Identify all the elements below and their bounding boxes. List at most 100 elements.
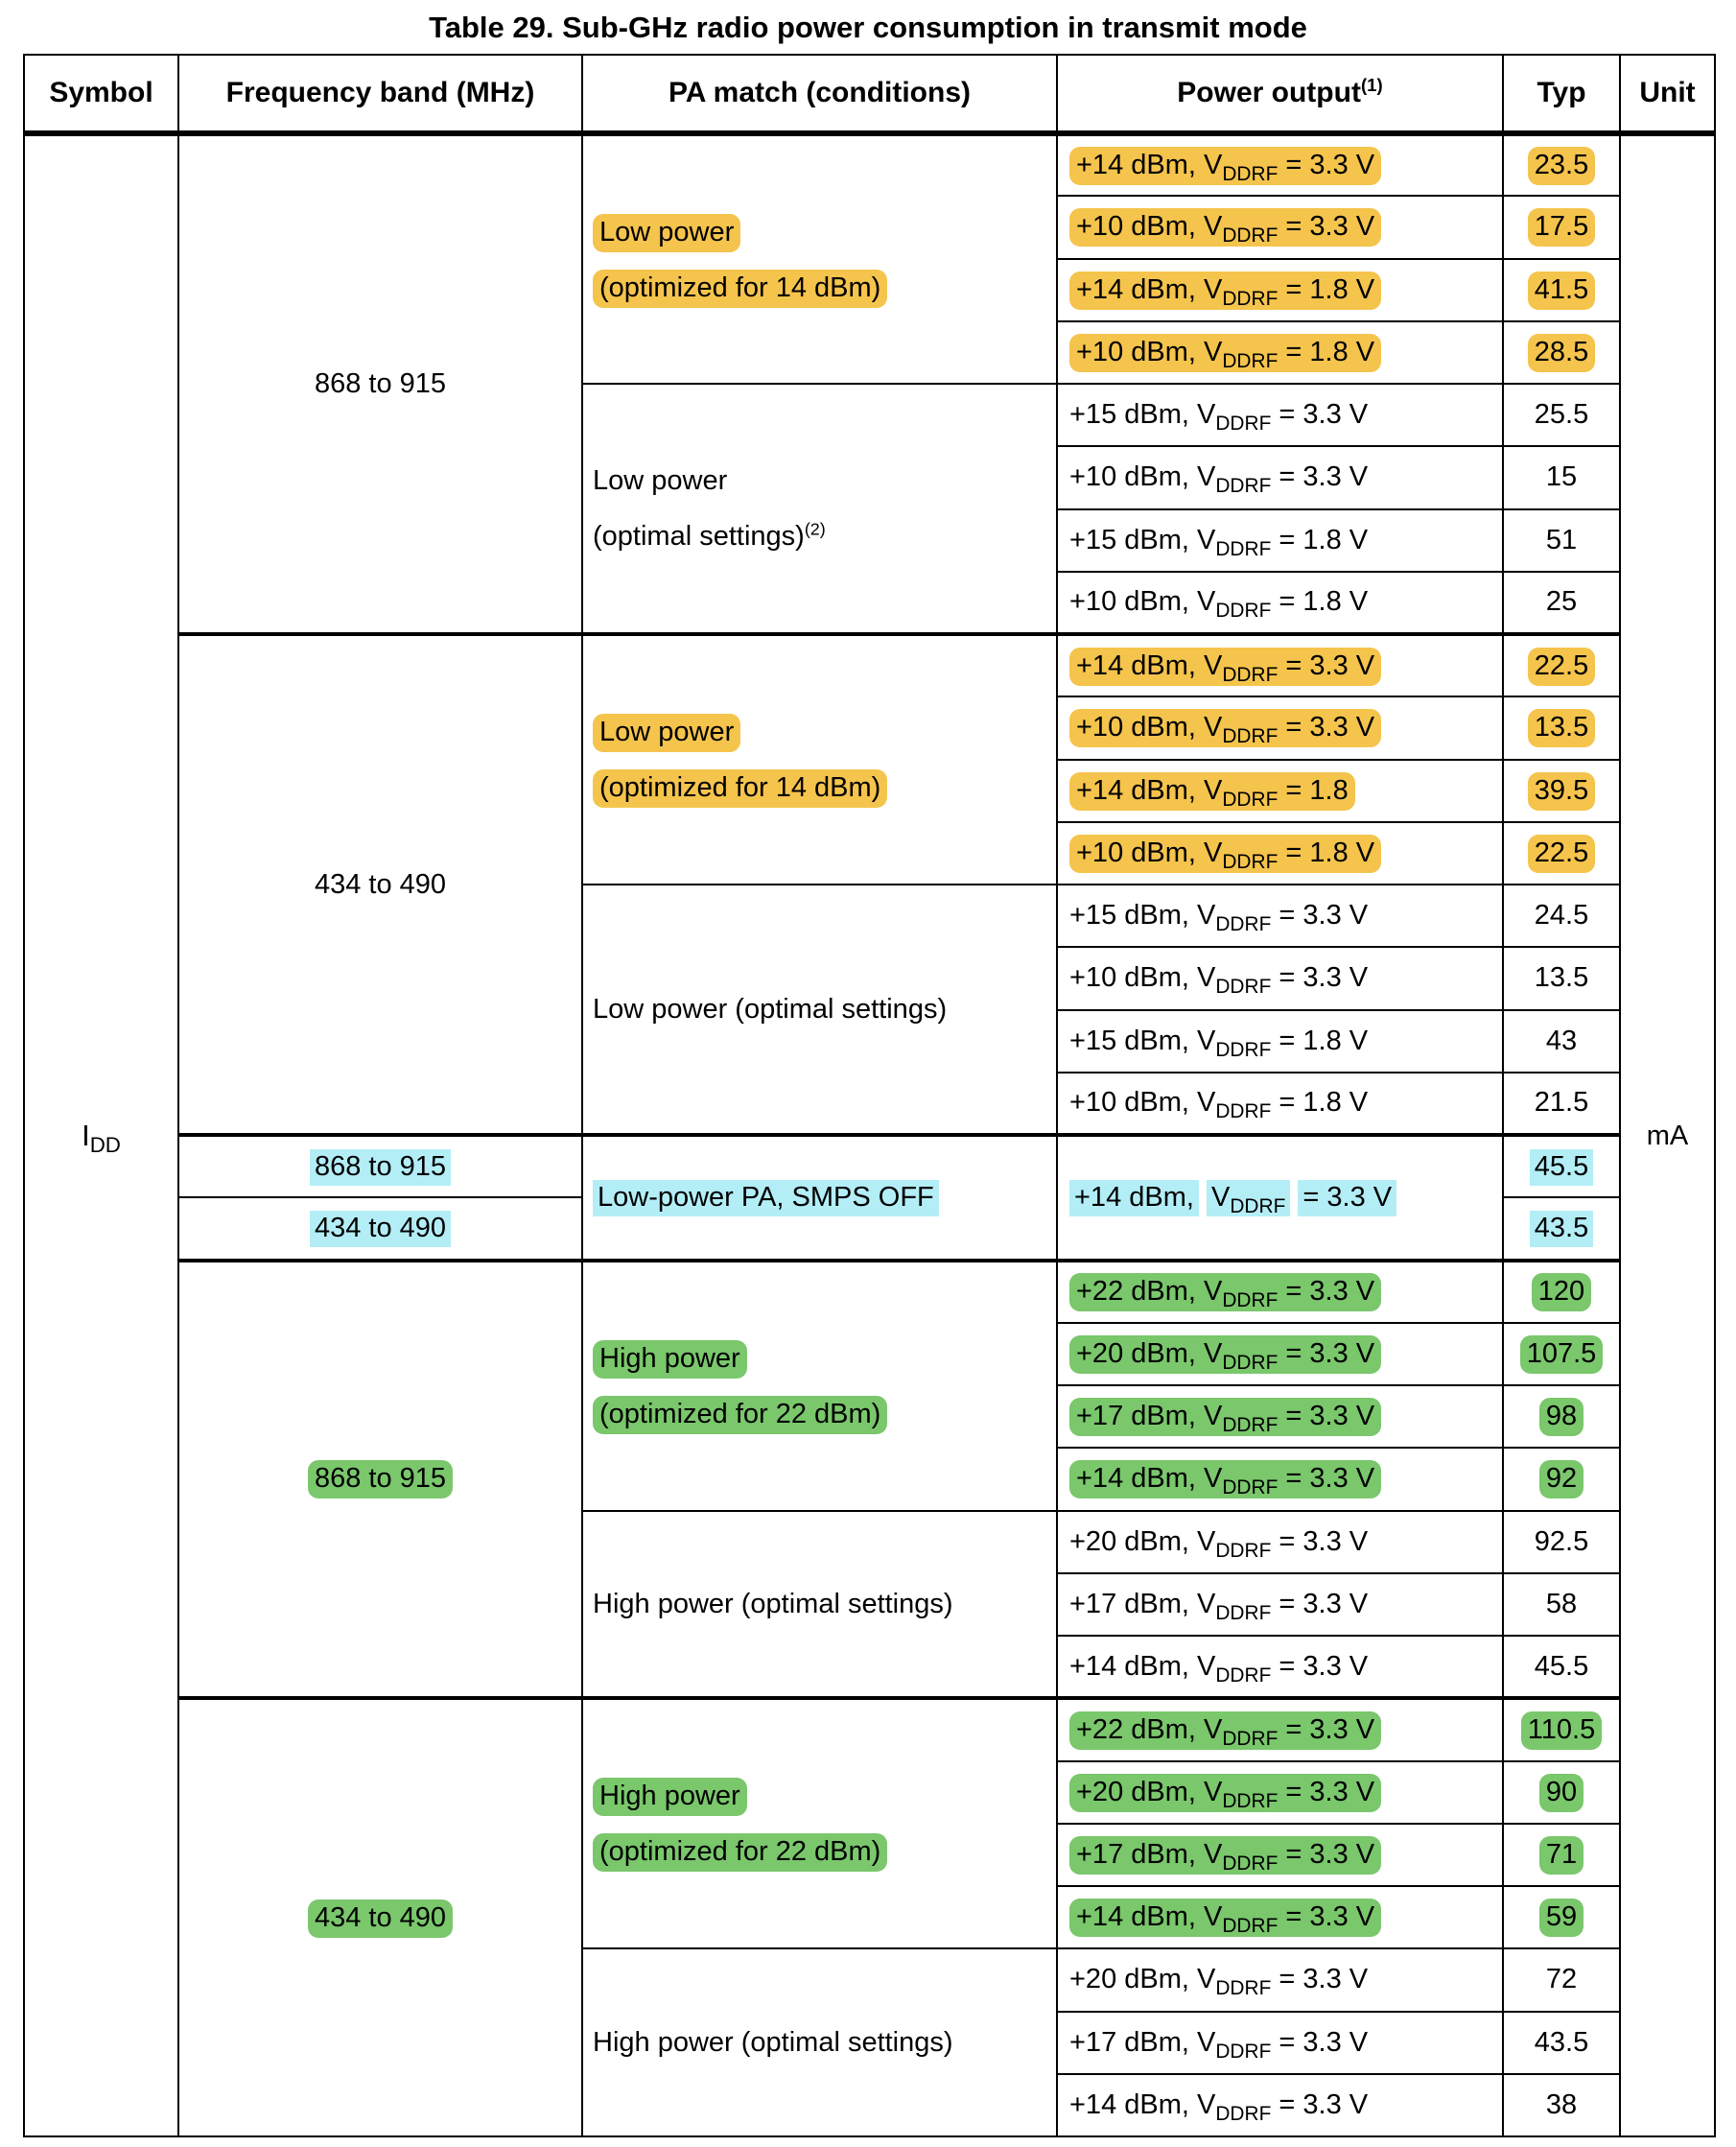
table-row: +14 dBm, VDDRF = 1.8 39.5	[24, 758, 1715, 823]
typ-value: 71	[1538, 1835, 1584, 1875]
power-output-cell: +17 dBm, VDDRF = 3.3 V	[1056, 1822, 1504, 1888]
power-output-cell: +14 dBm, VDDRF = 1.8	[1056, 758, 1504, 823]
typ-value-cell: 92	[1502, 1447, 1621, 1512]
typ-value: 45.5	[1534, 1650, 1589, 1682]
power-output-text: +20 dBm, VDDRF = 3.3 V	[1069, 1525, 1369, 1562]
typ-value-cell: 25	[1502, 570, 1621, 636]
power-output-cell: +17 dBm, VDDRF = 3.3 V	[1056, 1571, 1504, 1638]
table-row: +14 dBm, VDDRF = 3.3 V 59	[24, 1884, 1715, 1950]
typ-value-cell: 45.5	[1502, 1634, 1621, 1700]
power-output-text: +14 dBm, VDDRF = 3.3 V	[1069, 647, 1382, 686]
power-output-text: +14 dBm, VDDRF = 1.8	[1069, 771, 1355, 811]
power-output-cell: +14 dBm, VDDRF = 3.3 V	[1056, 131, 1504, 198]
pa-match-text: High power (optimal settings)	[593, 2027, 953, 2059]
table-row: 434 to 490 Low power (optimized for 14 dBm…	[24, 631, 1715, 1136]
table-row: High power (optimal settings) +20 dBm, VD…	[24, 1947, 1715, 2137]
typ-value-cell: 39.5	[1502, 758, 1621, 823]
power-output-text: +10 dBm, VDDRF = 1.8 V	[1069, 834, 1382, 873]
power-output-text: +20 dBm, VDDRF = 3.3 V	[1069, 1334, 1382, 1374]
typ-value: 45.5	[1529, 1148, 1594, 1186]
table-row: +10 dBm, VDDRF = 3.3 V 17.5	[24, 195, 1715, 260]
power-output-cell: +20 dBm, VDDRF = 3.3 V	[1056, 1509, 1504, 1574]
typ-value: 43.5	[1529, 1210, 1594, 1247]
table-row: +10 dBm, VDDRF = 1.8 V 22.5	[24, 820, 1715, 886]
typ-value: 22.5	[1527, 647, 1596, 686]
power-output-cell: +14 dBm, VDDRF = 1.8 V	[1056, 257, 1504, 322]
power-output-cell: +15 dBm, VDDRF = 3.3 V	[1056, 382, 1504, 448]
typ-value-cell: 107.5	[1502, 1321, 1621, 1387]
pa-match-text: High power (optimal settings)	[593, 1588, 953, 1619]
typ-value: 98	[1538, 1398, 1584, 1437]
frequency-band-cell: 434 to 490	[177, 1696, 583, 2137]
power-consumption-table: Symbol Frequency band (MHz) PA match (co…	[23, 54, 1716, 2138]
typ-value-cell: 43.5	[1502, 2010, 1621, 2075]
pa-match-line: Low power	[593, 453, 1048, 508]
power-output-text: +15 dBm, VDDRF = 3.3 V	[1069, 900, 1369, 935]
typ-value: 17.5	[1527, 208, 1596, 248]
power-output-text: +20 dBm, VDDRF = 3.3 V	[1069, 1773, 1382, 1812]
table-row: Low power (optimal settings) +15 dBm, VDD…	[24, 883, 1715, 1136]
power-output-text: +15 dBm, VDDRF = 1.8 V	[1069, 1025, 1369, 1061]
table-body: IDD 868 to 915 Low power (optimized for 14 …	[23, 131, 1716, 2138]
power-output-text: +17 dBm, VDDRF = 3.3 V	[1069, 1398, 1382, 1437]
typ-value: 107.5	[1519, 1334, 1604, 1374]
pa-match-line: (optimized for 22 dBm)	[593, 1824, 1048, 1879]
power-output-cell: +15 dBm, VDDRF = 1.8 V	[1056, 507, 1504, 573]
power-output-cell: +14 dBm, VDDRF = 3.3 V	[1056, 1447, 1504, 1512]
power-output-text: +14 dBm, VDDRF = 3.3 V	[1069, 1899, 1382, 1938]
power-output-text: +10 dBm, VDDRF = 1.8 V	[1069, 333, 1382, 372]
pa-match-text: Low power	[593, 465, 728, 496]
frequency-band-cell: 434 to 490	[177, 632, 583, 1136]
typ-value: 120	[1531, 1273, 1592, 1312]
col-header-symbol: Symbol	[23, 54, 179, 136]
pa-match-cell: High power (optimized for 22 dBm)	[581, 1258, 1058, 1512]
pa-match-line: (optimal settings)(2)	[593, 519, 826, 552]
power-output-text: +14 dBm, VDDRF = 3.3 V	[1069, 1460, 1382, 1499]
power-output-text: = 3.3 V	[1298, 1179, 1397, 1216]
typ-value: 25	[1545, 586, 1578, 618]
frequency-band-value: 868 to 915	[314, 368, 447, 399]
typ-value: 72	[1545, 1964, 1578, 1995]
power-output-cell: +10 dBm, VDDRF = 3.3 V	[1056, 946, 1504, 1011]
power-output-cell: +15 dBm, VDDRF = 3.3 V	[1056, 883, 1504, 949]
power-output-cell: +10 dBm, VDDRF = 3.3 V	[1056, 696, 1504, 761]
pa-match-text: High power	[593, 1778, 747, 1817]
power-output-cell: +17 dBm, VDDRF = 3.3 V	[1056, 1383, 1504, 1450]
typ-value-cell: 45.5	[1502, 1132, 1621, 1199]
power-output-cell: +22 dBm, VDDRF = 3.3 V	[1056, 1696, 1504, 1762]
pa-match-cell: Low power (optimized for 14 dBm)	[581, 132, 1058, 385]
typ-value-cell: 120	[1502, 1258, 1621, 1324]
typ-value-cell: 15	[1502, 445, 1621, 510]
typ-value: 22.5	[1527, 834, 1596, 873]
pa-match-cell: Low power (optimized for 14 dBm)	[581, 632, 1058, 885]
power-output-text: +15 dBm, VDDRF = 1.8 V	[1069, 524, 1369, 560]
power-output-cell: +17 dBm, VDDRF = 3.3 V	[1056, 2010, 1504, 2075]
typ-value-cell: 22.5	[1502, 631, 1621, 698]
power-output-cell: +14 dBm, VDDRF = 3.3 V	[1056, 1133, 1504, 1262]
typ-value: 43	[1545, 1025, 1578, 1056]
table-row: +17 dBm, VDDRF = 3.3 V 71	[24, 1822, 1715, 1888]
power-output-text: +14 dBm, VDDRF = 3.3 V	[1069, 147, 1382, 186]
pa-match-cell: Low power (optimal settings)(2)	[581, 383, 1058, 635]
table-row: +14 dBm, VDDRF = 1.8 V 41.5	[24, 257, 1715, 322]
power-output-text: +10 dBm, VDDRF = 3.3 V	[1069, 208, 1382, 248]
power-output-cell: +10 dBm, VDDRF = 1.8 V	[1056, 570, 1504, 636]
power-output-cell: +14 dBm, VDDRF = 3.3 V	[1056, 631, 1504, 698]
table-row: +10 dBm, VDDRF = 1.8 V 21.5	[24, 1071, 1715, 1137]
table-row: 868 to 915 High power (optimized for 22 dB…	[24, 1258, 1715, 1700]
typ-value-cell: 13.5	[1502, 946, 1621, 1011]
typ-value: 15	[1545, 461, 1578, 493]
pa-match-text: High power	[593, 1339, 747, 1379]
table-row: 868 to 915 Low-power PA, SMPS OFF +14 dBm,…	[24, 1132, 1715, 1262]
table-row: +14 dBm, VDDRF = 3.3 V 38	[24, 2072, 1715, 2138]
table-row: +10 dBm, VDDRF = 3.3 V 15	[24, 445, 1715, 510]
power-output-text: +14 dBm, VDDRF = 3.3 V	[1069, 2088, 1369, 2125]
typ-value-cell: 23.5	[1502, 131, 1621, 198]
pa-match-text: (optimal settings)	[593, 521, 805, 552]
typ-value-cell: 22.5	[1502, 820, 1621, 886]
pa-match-line: High power (optimal settings)	[593, 2015, 1048, 2070]
frequency-band-cell: 868 to 915	[177, 1258, 583, 1700]
table-row: +10 dBm, VDDRF = 1.8 V 28.5	[24, 319, 1715, 386]
frequency-band-value: 868 to 915	[307, 1460, 454, 1499]
